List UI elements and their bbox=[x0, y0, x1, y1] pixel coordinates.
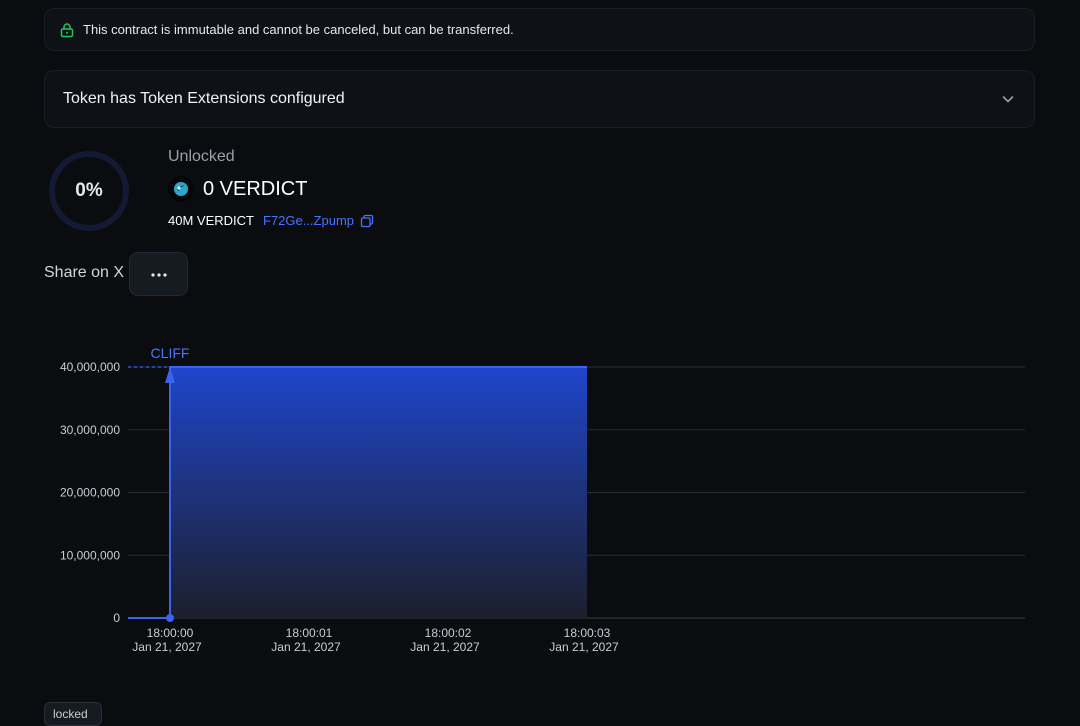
lock-icon bbox=[59, 22, 75, 38]
unlocked-amount-row: 0 VERDICT bbox=[168, 176, 307, 202]
share-on-x-link[interactable]: Share on X bbox=[44, 264, 125, 281]
cliff-arrow-icon bbox=[165, 367, 175, 383]
token-extensions-accordion[interactable]: Token has Token Extensions configured bbox=[44, 70, 1035, 128]
vesting-chart: 40,000,000 30,000,000 20,000,000 10,000,000… bbox=[60, 345, 1025, 654]
x-tick-time: 18:00:01 bbox=[286, 626, 333, 640]
x-tick-date: Jan 21, 2027 bbox=[410, 640, 480, 654]
cliff-label: CLIFF bbox=[151, 345, 190, 361]
progress-percent: 0% bbox=[75, 180, 103, 201]
x-tick-date: Jan 21, 2027 bbox=[549, 640, 619, 654]
notice-text: This contract is immutable and cannot be… bbox=[83, 22, 514, 37]
copy-icon[interactable] bbox=[360, 214, 374, 228]
x-tick-date: Jan 21, 2027 bbox=[271, 640, 341, 654]
progress-ring bbox=[49, 151, 129, 231]
token-address-link[interactable]: F72Ge...Zpump bbox=[262, 213, 355, 228]
x-tick-date: Jan 21, 2027 bbox=[132, 640, 202, 654]
y-tick-label: 10,000,000 bbox=[60, 548, 120, 562]
y-tick-label: 30,000,000 bbox=[60, 423, 120, 437]
unlocked-label: Unlocked bbox=[168, 148, 235, 165]
more-options-button[interactable] bbox=[129, 252, 188, 296]
y-tick-label: 0 bbox=[113, 611, 120, 625]
unlock-area bbox=[170, 367, 587, 618]
token-extensions-label: Token has Token Extensions configured bbox=[63, 90, 345, 107]
token-logo-icon bbox=[168, 176, 194, 202]
start-point bbox=[166, 614, 174, 622]
unlocked-amount: 0 VERDICT bbox=[203, 177, 308, 200]
token-info-row: 40M VERDICT F72Ge...Zpump bbox=[168, 213, 374, 228]
immutable-notice: This contract is immutable and cannot be… bbox=[44, 8, 1035, 51]
x-tick-time: 18:00:00 bbox=[147, 626, 194, 640]
y-tick-label: 20,000,000 bbox=[60, 486, 120, 500]
x-tick-time: 18:00:02 bbox=[425, 626, 472, 640]
ellipsis-icon bbox=[150, 265, 168, 283]
x-tick-time: 18:00:03 bbox=[564, 626, 611, 640]
locked-legend-tag: locked bbox=[44, 702, 102, 726]
chevron-down-icon[interactable] bbox=[1000, 91, 1016, 107]
total-amount: 40M VERDICT bbox=[168, 213, 254, 228]
y-tick-label: 40,000,000 bbox=[60, 360, 120, 374]
